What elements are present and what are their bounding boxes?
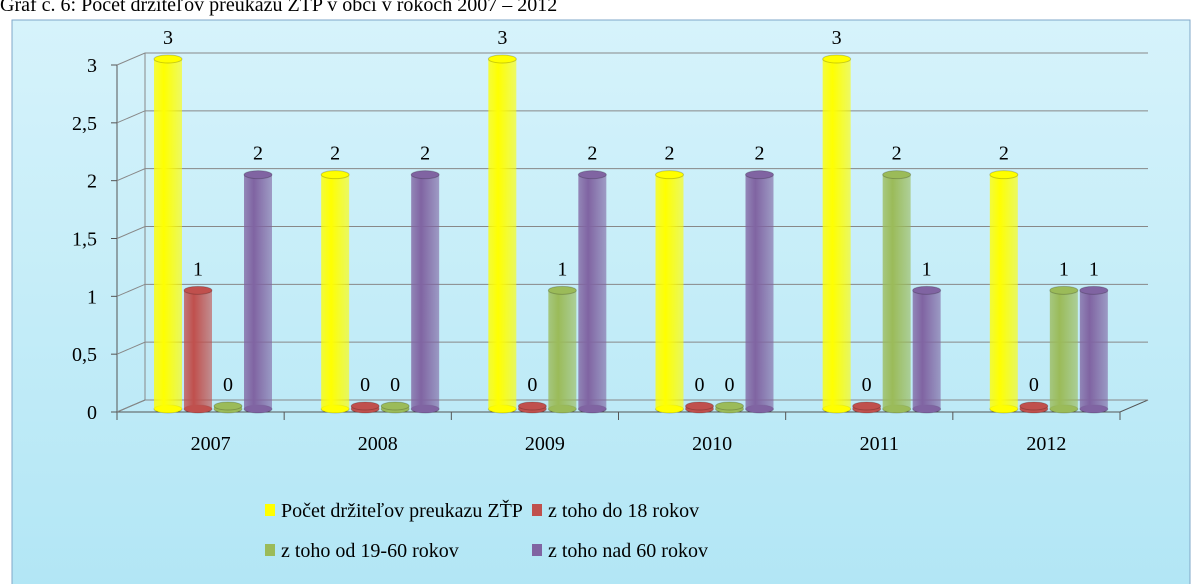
x-tick-label: 2009 bbox=[525, 433, 565, 455]
y-tick-label: 2 bbox=[87, 171, 97, 193]
bar-top bbox=[655, 170, 684, 180]
x-tick-label: 2011 bbox=[860, 433, 899, 455]
value-label: 1 bbox=[1089, 258, 1099, 280]
value-label: 2 bbox=[253, 143, 263, 165]
value-label: 1 bbox=[557, 258, 567, 280]
bar-top bbox=[577, 170, 607, 180]
bar bbox=[1079, 290, 1108, 409]
bar-top bbox=[350, 401, 380, 411]
bar bbox=[184, 290, 212, 409]
legend-label: z toho od 19-60 rokov bbox=[281, 540, 459, 562]
legend-label: Počet držiteľov preukazu ZŤP bbox=[281, 499, 523, 522]
value-label: 0 bbox=[695, 374, 705, 396]
bar bbox=[488, 59, 517, 409]
bar-top bbox=[213, 401, 243, 411]
bar-top bbox=[320, 170, 350, 180]
grid-line bbox=[116, 52, 1148, 66]
bar-top bbox=[410, 170, 440, 180]
legend-label: z toho do 18 rokov bbox=[548, 500, 699, 522]
value-label: 2 bbox=[587, 143, 597, 165]
bar-top bbox=[1019, 401, 1049, 411]
value-label: 0 bbox=[360, 374, 370, 396]
x-tick-label: 2012 bbox=[1026, 433, 1066, 455]
legend-swatch bbox=[532, 544, 542, 556]
value-label: 3 bbox=[832, 27, 842, 49]
bar-top bbox=[517, 401, 547, 411]
x-tick-label: 2007 bbox=[191, 433, 231, 455]
bar bbox=[882, 174, 911, 409]
value-label: 0 bbox=[862, 374, 872, 396]
value-label: 2 bbox=[665, 143, 675, 165]
value-label: 3 bbox=[497, 27, 507, 49]
bar-top bbox=[1049, 285, 1079, 295]
bar-top bbox=[243, 170, 273, 180]
value-label: 0 bbox=[390, 374, 400, 396]
legend-swatch bbox=[532, 504, 542, 516]
y-tick-label: 1,5 bbox=[72, 229, 97, 251]
value-label: 0 bbox=[1029, 374, 1039, 396]
bar-top bbox=[989, 170, 1019, 180]
bar-top bbox=[380, 401, 410, 411]
x-tick-label: 2010 bbox=[692, 433, 732, 455]
bar-top bbox=[547, 285, 577, 295]
bar bbox=[578, 174, 607, 409]
value-label: 2 bbox=[420, 143, 430, 165]
bar bbox=[548, 290, 577, 409]
bar-top bbox=[685, 401, 714, 411]
y-tick-label: 2,5 bbox=[72, 113, 97, 135]
bar-top bbox=[715, 401, 744, 411]
value-label: 2 bbox=[755, 143, 765, 165]
x-tick-label: 2008 bbox=[358, 433, 398, 455]
grid-line bbox=[116, 341, 1148, 355]
value-label: 1 bbox=[1059, 258, 1069, 280]
legend-label: z toho nad 60 rokov bbox=[548, 540, 708, 562]
bar-top bbox=[882, 170, 912, 180]
bar-top bbox=[822, 54, 852, 64]
bar bbox=[411, 174, 440, 409]
bar-top bbox=[1079, 285, 1109, 295]
legend-swatch bbox=[265, 504, 275, 516]
value-label: 2 bbox=[892, 143, 902, 165]
grid-line bbox=[116, 283, 1148, 297]
bar bbox=[989, 174, 1018, 409]
value-label: 0 bbox=[725, 374, 735, 396]
bar bbox=[244, 174, 272, 409]
y-tick-label: 0,5 bbox=[72, 344, 97, 366]
bar-top bbox=[852, 401, 882, 411]
bar bbox=[745, 174, 774, 409]
bar bbox=[822, 59, 851, 409]
bar-top bbox=[912, 285, 942, 295]
value-label: 0 bbox=[527, 374, 537, 396]
y-tick-label: 3 bbox=[87, 55, 97, 77]
bar bbox=[321, 174, 350, 409]
bar-top bbox=[487, 54, 517, 64]
grid-line bbox=[116, 168, 1148, 182]
y-tick-label: 0 bbox=[87, 402, 97, 424]
bar-top bbox=[745, 170, 774, 180]
grid-line bbox=[116, 110, 1148, 124]
bar bbox=[655, 174, 684, 409]
bar bbox=[912, 290, 941, 409]
y-tick-label: 1 bbox=[87, 286, 97, 308]
value-label: 2 bbox=[999, 143, 1009, 165]
value-label: 2 bbox=[330, 143, 340, 165]
value-label: 0 bbox=[223, 374, 233, 396]
value-label: 1 bbox=[922, 258, 932, 280]
bar bbox=[154, 59, 182, 409]
value-label: 3 bbox=[163, 27, 173, 49]
chart-title: Graf č. 6: Počet držiteľov preukazu ZŤP … bbox=[0, 0, 557, 16]
grid-line bbox=[116, 399, 1148, 413]
bar-top bbox=[153, 54, 183, 64]
grid-line bbox=[116, 226, 1148, 239]
legend-swatch bbox=[265, 544, 275, 556]
bar-top bbox=[183, 285, 213, 295]
bar bbox=[1049, 290, 1078, 409]
value-label: 1 bbox=[193, 258, 203, 280]
